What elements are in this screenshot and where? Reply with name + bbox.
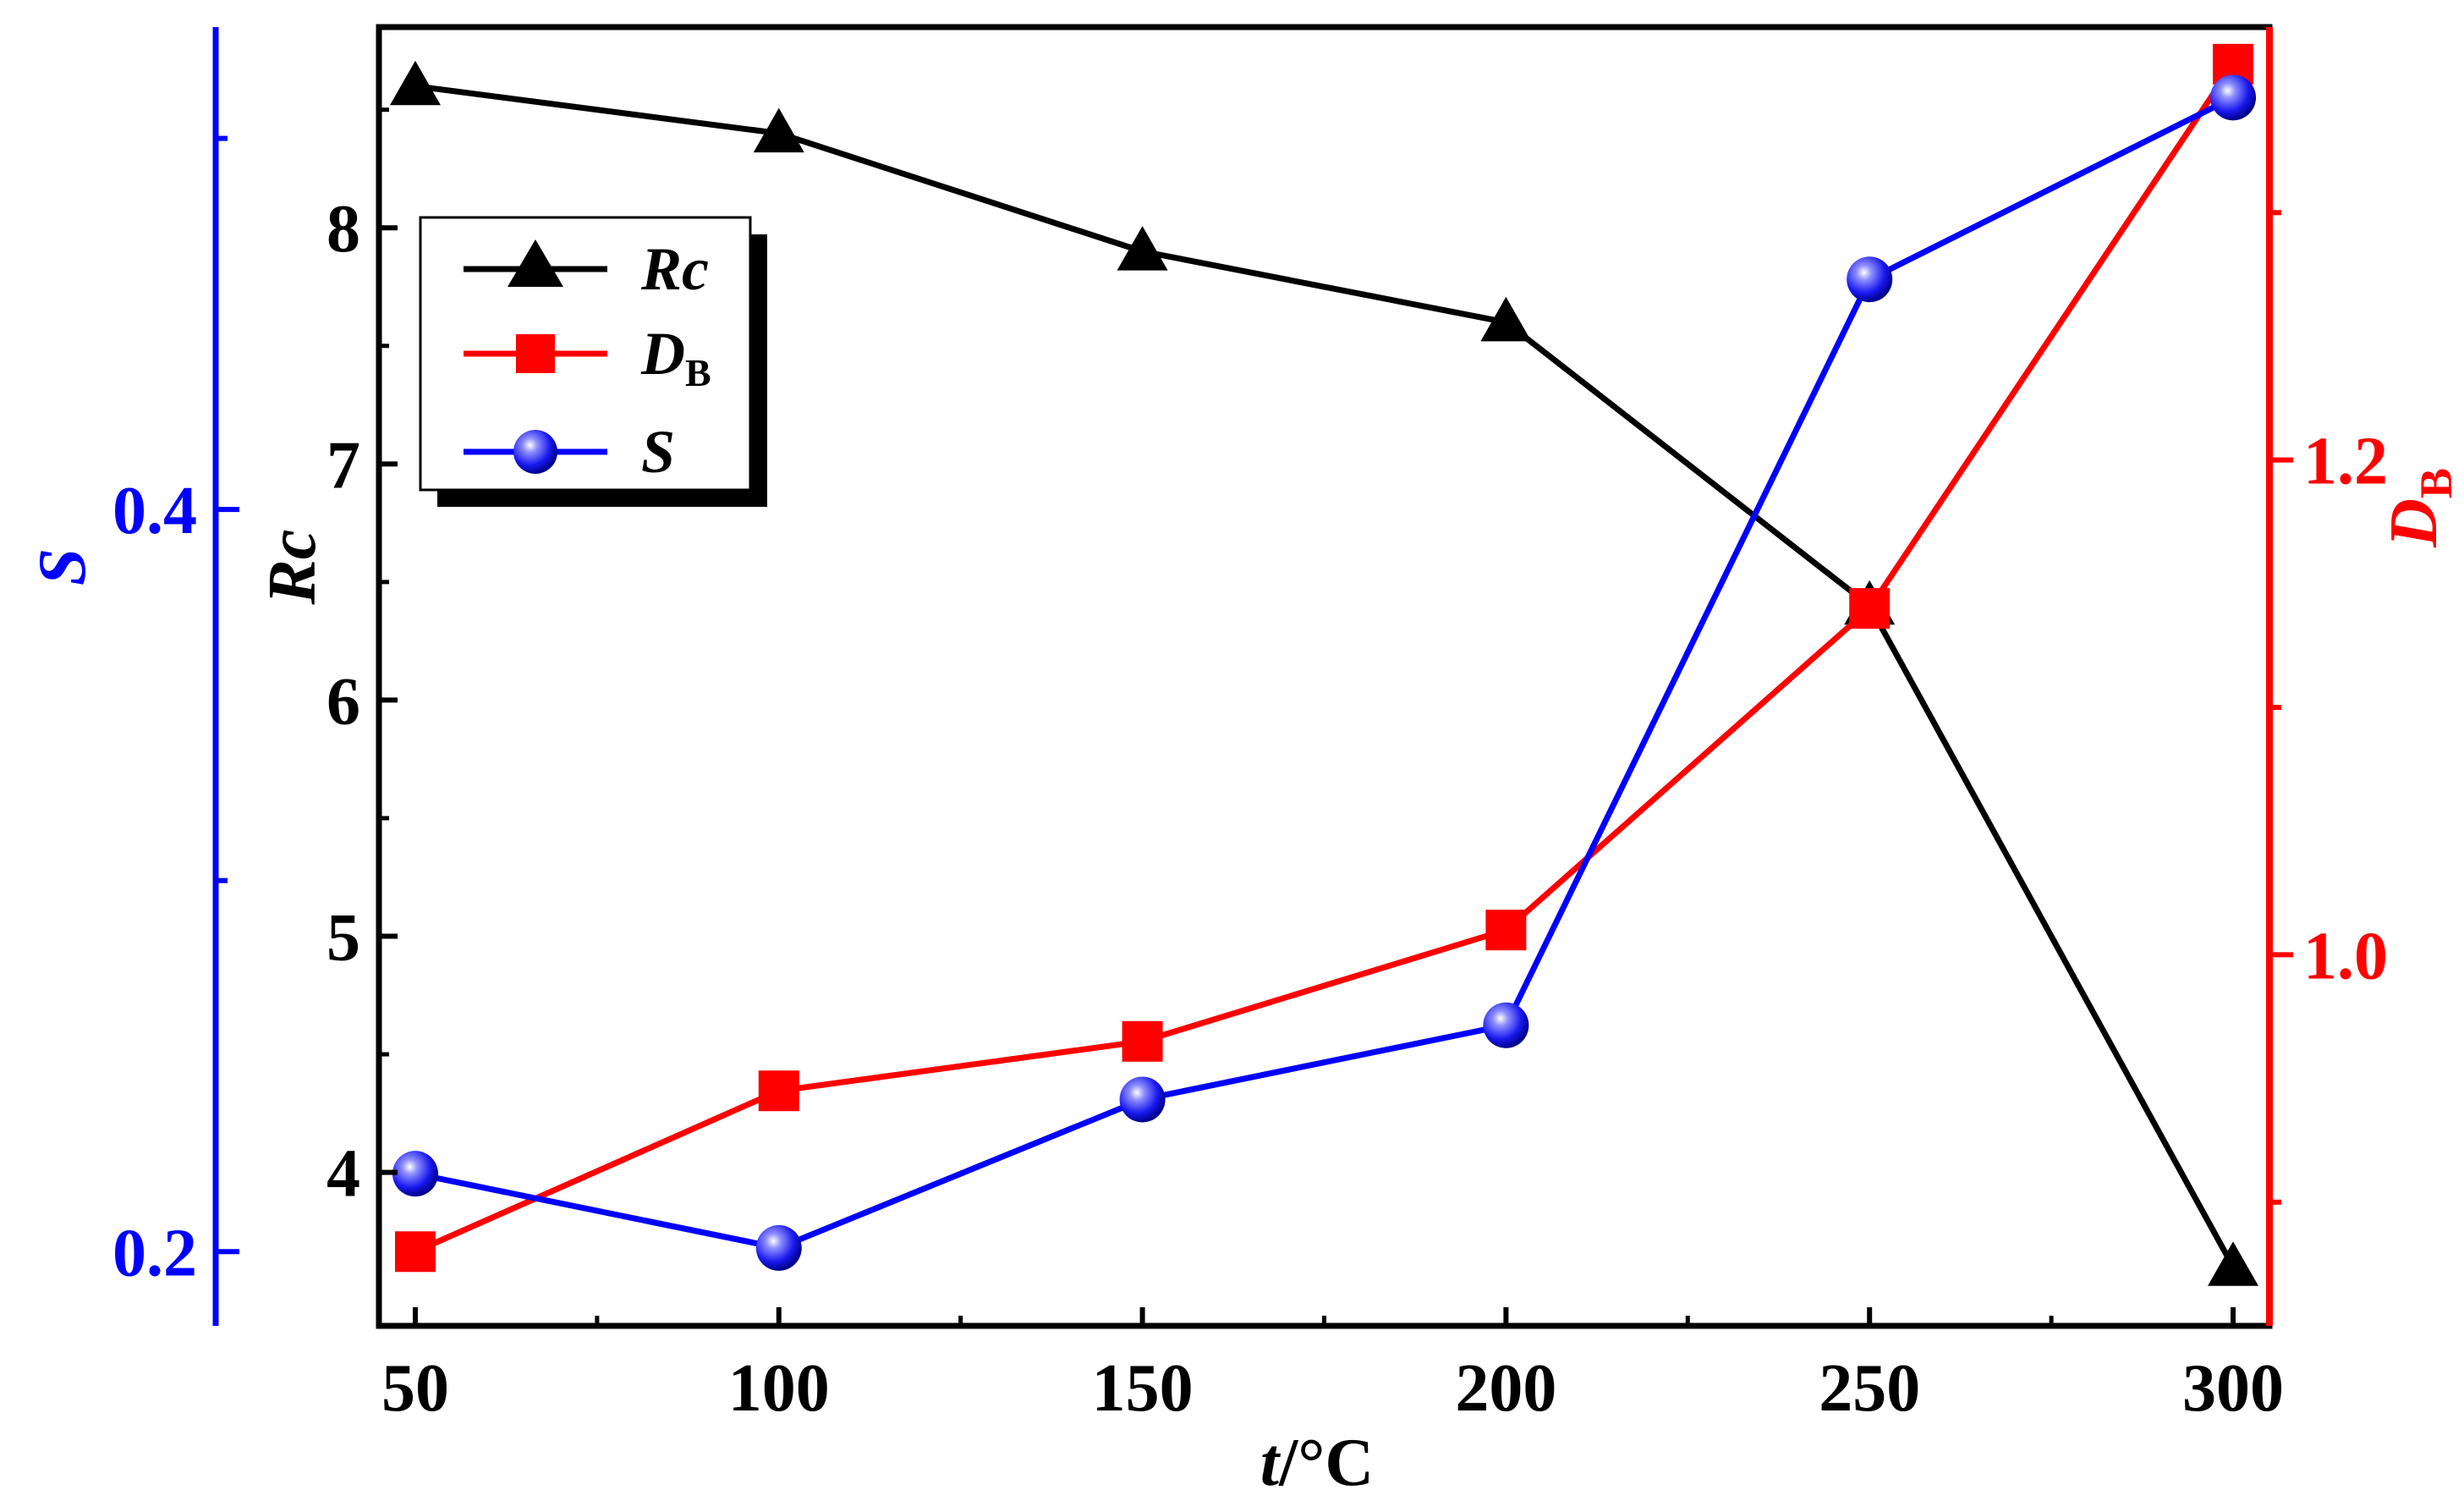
point-rc-200 (1480, 296, 1532, 342)
legend-label-db: DB (640, 320, 711, 394)
rc-tick-label-7: 7 (327, 428, 360, 503)
point-db-50 (394, 1231, 436, 1273)
point-rc-50 (389, 60, 441, 106)
x-tick-label-300: 300 (2182, 1351, 2284, 1426)
legend-label-s: S (641, 418, 675, 486)
point-rc-100 (753, 107, 804, 153)
db-tick-label-1.0: 1.0 (2303, 919, 2388, 993)
s-tick-label-0.4: 0.4 (112, 474, 197, 548)
x-tick-label-150: 150 (1092, 1351, 1194, 1426)
point-db-250 (1849, 588, 1891, 630)
point-s-100 (755, 1224, 802, 1271)
series-line-rc (414, 83, 2236, 1268)
legend-entry-rc: Rc (464, 235, 709, 303)
point-rc-150 (1117, 226, 1168, 271)
rc-tick-label-5: 5 (327, 901, 360, 976)
axes-layer: 50 100 150 200 250 300 4 5 6 7 8 0.2 0.4 1.0 1.2 (112, 24, 2388, 1426)
rc-tick-label-4: 4 (327, 1137, 360, 1212)
legend-marker-db (516, 334, 555, 373)
db-axis-label: DB (2377, 468, 2461, 548)
rc-tick-label-6: 6 (327, 664, 360, 739)
point-rc-300 (2208, 1241, 2259, 1286)
legend-marker-s (513, 430, 557, 474)
rc-tick-label-8: 8 (327, 192, 360, 267)
legend-label-rc: Rc (640, 235, 709, 303)
legend-entry-s: S (464, 418, 675, 486)
x-tick-label-250: 250 (1819, 1351, 1920, 1426)
x-axis-label: t/°C (1260, 1426, 1374, 1500)
point-db-150 (1122, 1020, 1163, 1062)
legend-entry-db: DB (464, 320, 711, 394)
legend-marker-rc (508, 239, 563, 287)
rc-axis-label: Rc (255, 530, 330, 606)
legend: Rc DB S (419, 216, 767, 507)
point-s-50 (392, 1151, 438, 1197)
series-layer (389, 43, 2259, 1286)
x-tick-label-100: 100 (728, 1351, 830, 1426)
point-s-300 (2210, 74, 2257, 121)
point-db-200 (1485, 910, 1527, 951)
point-s-150 (1119, 1076, 1166, 1123)
x-tick-label-200: 200 (1455, 1351, 1556, 1426)
s-tick-label-0.2: 0.2 (112, 1216, 197, 1290)
s-axis-label: S (25, 548, 100, 586)
point-db-100 (758, 1070, 799, 1112)
point-s-250 (1847, 256, 1893, 303)
db-tick-label-1.2: 1.2 (2303, 425, 2388, 499)
series-line-db (414, 62, 2236, 1255)
x-tick-label-50: 50 (381, 1351, 449, 1426)
point-s-200 (1483, 1002, 1529, 1048)
series-line-s (414, 95, 2235, 1251)
